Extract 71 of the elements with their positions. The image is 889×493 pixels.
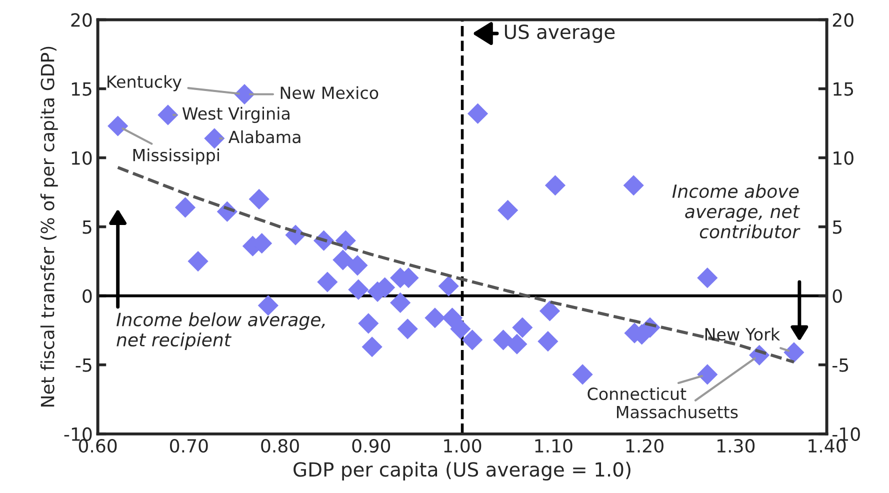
x-tick-label: 1.10 bbox=[535, 439, 572, 453]
y2-tick-label: 0 bbox=[832, 289, 842, 303]
point bbox=[248, 188, 270, 210]
point bbox=[390, 292, 411, 313]
y-axis-title: Net fiscal transfer (% of per capita GDP) bbox=[40, 46, 58, 407]
annotation: Alabama bbox=[228, 130, 300, 144]
point bbox=[492, 330, 514, 350]
point bbox=[538, 331, 558, 352]
point bbox=[258, 295, 278, 316]
y2-tick-label: 10 bbox=[834, 151, 854, 165]
point bbox=[784, 342, 804, 363]
point bbox=[572, 364, 593, 385]
x-tick-label: 1.00 bbox=[444, 439, 482, 453]
point bbox=[358, 313, 379, 334]
point bbox=[544, 175, 566, 196]
point bbox=[362, 336, 382, 358]
y2-tick-label: 5 bbox=[833, 220, 842, 234]
point bbox=[397, 318, 418, 340]
y-tick-label: 5 bbox=[82, 220, 92, 234]
point bbox=[347, 255, 368, 276]
x-tick-label: 1.40 bbox=[808, 439, 846, 453]
point bbox=[450, 318, 471, 340]
y2-tick-label: 15 bbox=[834, 82, 854, 96]
point bbox=[158, 104, 178, 126]
annotation: Connecticut bbox=[588, 387, 686, 400]
annotation: Mississippi bbox=[133, 148, 219, 165]
annotation: West Virginia bbox=[182, 106, 290, 124]
x-tick-label: 0.60 bbox=[78, 439, 117, 453]
y-tick-label: 20 bbox=[71, 13, 92, 27]
point bbox=[188, 250, 208, 272]
point bbox=[462, 330, 483, 350]
y-tick-label: -5 bbox=[76, 358, 92, 372]
annotation: Income below average, net recipient bbox=[116, 312, 325, 350]
x-tick-label: 0.70 bbox=[170, 439, 208, 453]
point bbox=[332, 250, 354, 270]
point bbox=[204, 128, 225, 149]
x-axis-title: GDP per capita (US average = 1.0) bbox=[294, 462, 630, 481]
point bbox=[348, 279, 369, 300]
x-tick-label: 0.80 bbox=[261, 439, 299, 453]
x-tick-label: 0.90 bbox=[352, 439, 390, 453]
annotation: Kentucky bbox=[108, 75, 182, 92]
ref-line-label: US average bbox=[504, 24, 615, 43]
annotation: New Mexico bbox=[280, 86, 378, 100]
point bbox=[234, 84, 255, 105]
point bbox=[442, 308, 463, 328]
y-tick-label: 10 bbox=[72, 151, 92, 165]
y2-tick-label: 20 bbox=[832, 13, 854, 27]
annotation: Income above average, net contributor bbox=[672, 184, 800, 238]
annotation: New York bbox=[705, 328, 780, 341]
y-tick-label: 15 bbox=[72, 82, 92, 96]
point bbox=[335, 230, 356, 251]
point bbox=[697, 268, 718, 288]
point bbox=[506, 334, 528, 354]
point bbox=[424, 308, 446, 328]
y2-tick-label: -10 bbox=[832, 427, 860, 441]
point bbox=[467, 103, 488, 124]
x-tick-label: 1.20 bbox=[626, 439, 664, 453]
point bbox=[623, 175, 644, 196]
point bbox=[539, 300, 560, 322]
point bbox=[498, 200, 518, 221]
point bbox=[512, 317, 533, 338]
point bbox=[697, 364, 718, 385]
annotation: Massachusetts bbox=[616, 405, 738, 418]
point bbox=[438, 276, 459, 296]
y-tick-label: -10 bbox=[64, 427, 92, 441]
y-tick-label: 0 bbox=[82, 289, 92, 303]
point bbox=[108, 116, 128, 136]
x-tick-label: 1.30 bbox=[718, 439, 755, 453]
point bbox=[317, 272, 338, 292]
point bbox=[174, 197, 196, 218]
y2-tick-label: -5 bbox=[832, 358, 848, 372]
